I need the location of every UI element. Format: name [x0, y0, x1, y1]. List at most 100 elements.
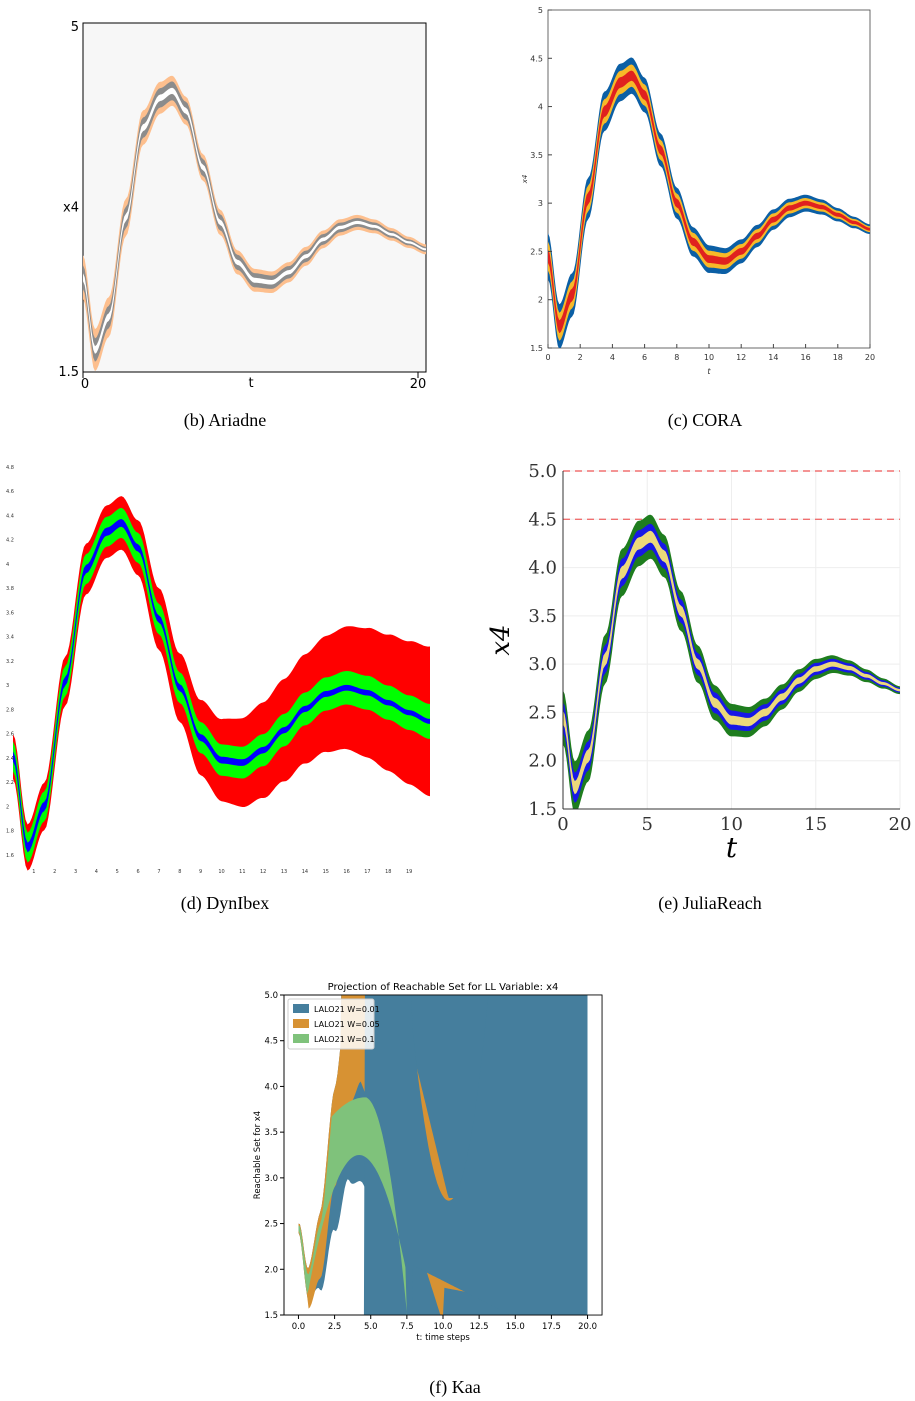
x-tick-label: 15 — [804, 814, 827, 835]
y-axis-label: x4 — [521, 175, 529, 185]
y-tick-label: 3.8 — [6, 586, 14, 592]
x-tick-label: 2 — [53, 869, 56, 875]
x-tick-label: 15 — [323, 869, 329, 875]
y-tick-label: 2.8 — [6, 707, 14, 713]
y-tick-label: 3.5 — [530, 151, 543, 160]
caption-ariadne: (b) Ariadne — [183, 410, 267, 430]
x-tick-label: 6 — [137, 869, 140, 875]
y-tick-label: 3.0 — [264, 1174, 278, 1184]
legend-swatch — [293, 1034, 309, 1043]
y-tick-label: 1.6 — [6, 853, 14, 859]
x-tick-label: 16 — [343, 869, 349, 875]
chart-ariadne: 5 1.50 20 t x4 — [58, 20, 427, 392]
legend-label: LALO21 W=0.01 — [314, 1005, 380, 1014]
x-tick-label: 9 — [199, 869, 202, 875]
chart-dynibex: 4.8 4.6 4.4 4.2 4 3.8 3.6 3.4 3.2 3 2.8 2.6 2.4 2.2 2 1… — [6, 465, 430, 875]
plot-area — [547, 9, 871, 349]
x-tick-label: 20.0 — [578, 1322, 597, 1332]
x-tick-label: 5 — [116, 869, 119, 875]
y-tick-label: 3.2 — [6, 659, 14, 665]
y-tick-label: 4.4 — [6, 513, 14, 519]
x-tick-label: 7.5 — [400, 1322, 414, 1332]
y-tick-label: 2.5 — [528, 702, 557, 723]
y-tick-label: 3 — [538, 199, 543, 208]
y-tick-label: 4.8 — [6, 465, 14, 471]
x-tick-label: 20 — [889, 814, 912, 835]
y-tick-label: 4.5 — [530, 54, 543, 63]
y-tick-label: 4.5 — [528, 509, 557, 530]
plot-area — [82, 22, 427, 373]
caption-dynibex: (d) DynIbex — [180, 893, 270, 913]
x-tick-label: 20 — [410, 377, 427, 392]
x-tick-label: 0 — [545, 353, 550, 362]
y-tick-label: 2.4 — [6, 756, 14, 762]
x-axis-label: t — [707, 367, 711, 376]
y-tick-label: 2.0 — [528, 751, 557, 772]
x-axis-label: t: time steps — [416, 1333, 470, 1343]
x-tick-label: 1 — [32, 869, 35, 875]
x-tick-label: 11 — [239, 869, 245, 875]
x-tick-label: 6 — [642, 353, 647, 362]
legend-box — [287, 998, 375, 1050]
caption-cora: (c) CORA — [667, 410, 743, 430]
x-axis-label: t — [249, 376, 254, 391]
x-tick-label: 3 — [74, 869, 77, 875]
legend-swatch — [293, 1004, 309, 1013]
x-tick-label: 15.0 — [506, 1322, 525, 1332]
x-tick-label: 14 — [302, 869, 308, 875]
y-tick-label: 3.5 — [528, 606, 557, 627]
x-tick-label: 4 — [95, 869, 98, 875]
legend-swatch — [293, 1019, 309, 1028]
y-tick-label: 1.5 — [530, 344, 543, 353]
y-tick-label: 3.0 — [528, 654, 557, 675]
y-tick-label: 4.0 — [264, 1082, 278, 1092]
x-tick-label: 17 — [364, 869, 370, 875]
y-axis-label: Reachable Set for x4 — [253, 1111, 263, 1199]
x-tick-label: 2.5 — [328, 1322, 342, 1332]
x-tick-label: 13 — [281, 869, 287, 875]
x-tick-label: 12 — [736, 353, 746, 362]
x-tick-label: 5.0 — [364, 1322, 378, 1332]
y-tick-label: 5 — [538, 6, 543, 15]
y-tick-label: 2.6 — [6, 732, 14, 738]
x-tick-label: 18 — [833, 353, 843, 362]
y-axis-label: x4 — [63, 200, 79, 215]
caption-juliareach: (e) JuliaReach — [658, 893, 762, 913]
y-tick-label: 2.5 — [530, 247, 543, 256]
y-tick-label: 3.6 — [6, 610, 14, 616]
y-tick-label: 3.4 — [6, 635, 14, 641]
x-tick-label: 0.0 — [292, 1322, 306, 1332]
y-tick-label: 5 — [71, 20, 79, 35]
y-tick-label: 4.0 — [528, 558, 557, 579]
x-tick-label: 12 — [260, 869, 266, 875]
x-tick-label: 12.5 — [470, 1322, 489, 1332]
y-tick-label: 2 — [6, 804, 9, 810]
series-area-w01 — [298, 1097, 588, 1315]
x-tick-label: 20 — [865, 353, 875, 362]
x-tick-label: 2 — [578, 353, 583, 362]
chart-kaa: Projection of Reachable Set for LL Varia… — [253, 982, 603, 1343]
x-tick-label: 4 — [610, 353, 615, 362]
y-axis-label: x4 — [486, 624, 516, 655]
x-tick-label: 19 — [406, 869, 412, 875]
x-tick-label: 8 — [178, 869, 181, 875]
y-tick-label: 1.5 — [264, 1311, 278, 1321]
chart-juliareach: 0 5 10 15 20 1.5 2.0 2.5 3.0 3.5 4.0 4.5 5.0 t x4 — [486, 461, 912, 864]
reach-band-2 — [548, 70, 870, 334]
caption-kaa: (f) Kaa — [429, 1377, 481, 1397]
x-tick-label: 5 — [642, 814, 653, 835]
y-tick-label: 4.5 — [264, 1037, 278, 1047]
y-tick-label: 2.0 — [264, 1265, 278, 1275]
x-tick-label: 0 — [557, 814, 568, 835]
reach-band-2 — [13, 519, 430, 853]
y-tick-label: 2.5 — [264, 1220, 278, 1230]
y-tick-label: 1.8 — [6, 829, 14, 835]
legend-label: LALO21 W=0.05 — [314, 1020, 380, 1029]
y-tick-label: 1.5 — [528, 799, 557, 820]
y-tick-label: 3.5 — [264, 1128, 278, 1138]
y-tick-label: 4 — [6, 562, 9, 568]
x-axis-label: t — [726, 831, 738, 864]
x-tick-label: 10 — [218, 869, 224, 875]
x-tick-label: 0 — [81, 377, 89, 392]
y-tick-label: 2 — [538, 296, 543, 305]
